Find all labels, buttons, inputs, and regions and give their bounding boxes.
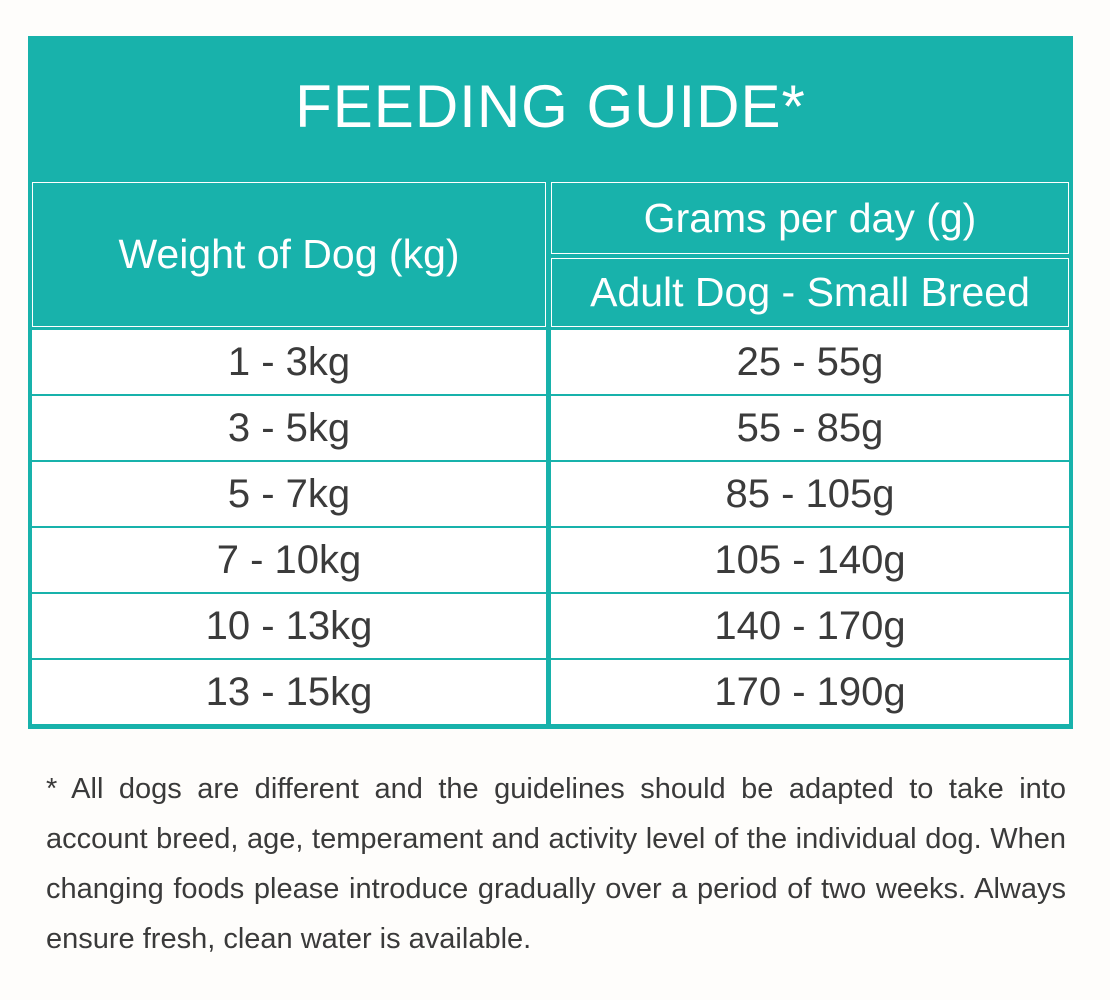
table-row: 7 - 10kg 105 - 140g (32, 528, 1069, 592)
weight-cell: 13 - 15kg (32, 660, 546, 724)
table-row: 3 - 5kg 55 - 85g (32, 396, 1069, 460)
weight-cell: 7 - 10kg (32, 528, 546, 592)
feeding-table-body: 1 - 3kg 25 - 55g 3 - 5kg 55 - 85g 5 - 7k… (32, 330, 1069, 726)
table-row: 1 - 3kg 25 - 55g (32, 330, 1069, 394)
weight-cell: 3 - 5kg (32, 396, 546, 460)
grams-cell: 25 - 55g (551, 330, 1069, 394)
table-row: 13 - 15kg 170 - 190g (32, 660, 1069, 724)
table-row: 10 - 13kg 140 - 170g (32, 594, 1069, 658)
grams-cell: 55 - 85g (551, 396, 1069, 460)
grams-cell: 85 - 105g (551, 462, 1069, 526)
page-title: FEEDING GUIDE* (295, 72, 806, 140)
grams-cell: 105 - 140g (551, 528, 1069, 592)
weight-cell: 10 - 13kg (32, 594, 546, 658)
table-row: 5 - 7kg 85 - 105g (32, 462, 1069, 526)
grams-column-subheader: Adult Dog - Small Breed (551, 258, 1069, 327)
grams-cell: 170 - 190g (551, 660, 1069, 724)
grams-column-header: Grams per day (g) (551, 182, 1069, 254)
weight-cell: 1 - 3kg (32, 330, 546, 394)
grams-cell: 140 - 170g (551, 594, 1069, 658)
weight-cell: 5 - 7kg (32, 462, 546, 526)
footnote: * All dogs are different and the guideli… (46, 764, 1066, 964)
feeding-guide-panel: FEEDING GUIDE* Weight of Dog (kg) Grams … (28, 36, 1073, 729)
footnote-text: * All dogs are different and the guideli… (46, 773, 1066, 955)
weight-column-header: Weight of Dog (kg) (32, 182, 546, 327)
